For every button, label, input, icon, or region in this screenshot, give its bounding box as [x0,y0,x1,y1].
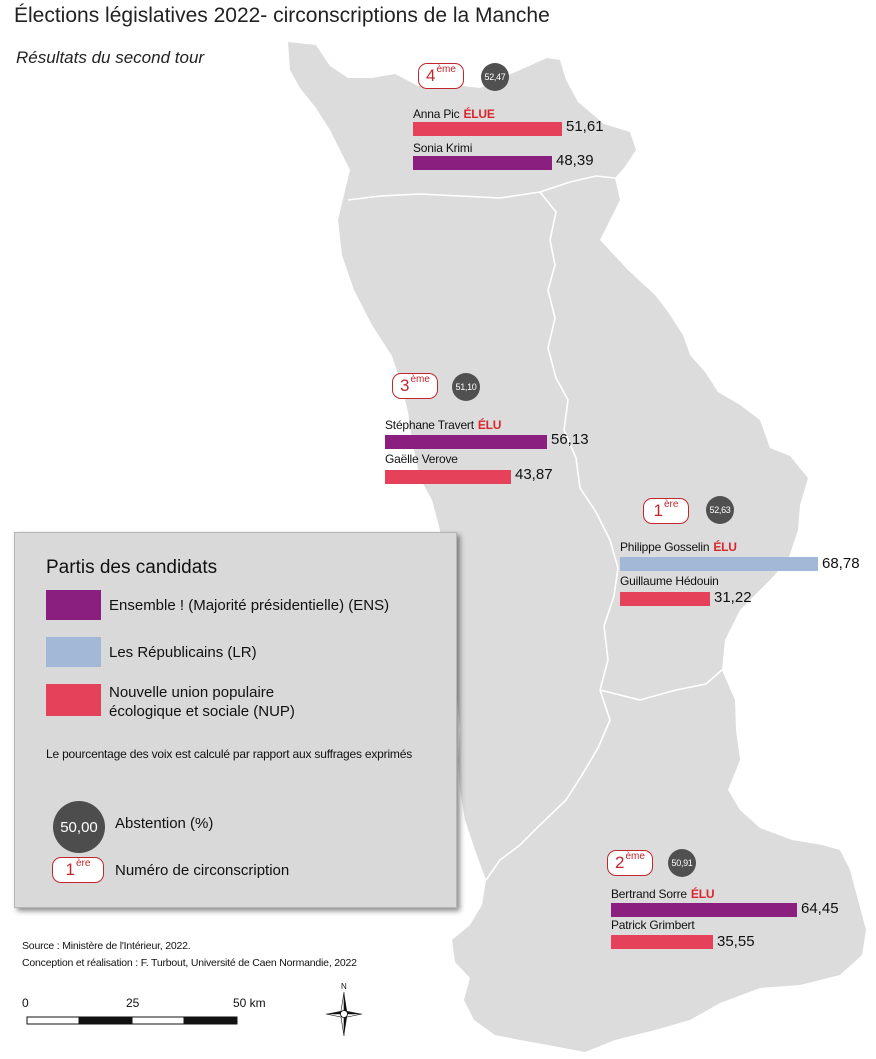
legend-circ-sample: 1 ère [52,857,104,883]
legend: Partis des candidats Ensemble ! (Majorit… [14,532,457,908]
candidate-name-text: Anna Pic [413,107,460,121]
scale-label-50: 50 km [233,996,266,1010]
circonscription-badge: 4 ème [418,63,464,89]
elected-label: ÉLUE [463,107,495,121]
page-subtitle: Résultats du second tour [16,48,205,67]
candidate-name: Bertrand Sorre ÉLU [611,887,715,901]
candidate-name-text: Stéphane Travert [385,418,474,432]
result-bar [385,435,547,449]
legend-label-ens: Ensemble ! (Majorité présidentielle) (EN… [109,597,390,614]
elected-label: ÉLU [477,418,502,432]
credit-line: Conception et réalisation : F. Turbout, … [22,957,357,969]
source-line: Source : Ministère de l'Intérieur, 2022. [22,940,191,952]
elected-label: ÉLU [713,540,737,554]
circonscription-badge: 1 ère [643,498,689,524]
result-percentage: 64,45 [801,900,839,917]
candidate-name-text: Bertrand Sorre [611,887,687,901]
compass-rose-icon [325,991,363,1037]
north-label: N [341,982,347,991]
legend-label-lr: Les Républicains (LR) [109,644,257,661]
legend-circ-suffix: ère [76,857,91,869]
candidate-name: Anna Pic ÉLUE [413,107,495,121]
legend-circ-label: Numéro de circonscription [115,862,290,879]
candidate-name: Guillaume Hédouin [620,574,719,588]
circonscription-boundaries [347,175,723,881]
candidate-name: Gaëlle Verove [385,452,458,466]
result-percentage: 56,13 [551,431,589,448]
circonscription-number: 1 [653,501,663,520]
scale-label-0: 0 [22,996,29,1010]
candidate-name-text: Gaëlle Verove [385,452,458,466]
result-percentage: 35,55 [717,933,755,950]
legend-swatch-lr [46,637,101,667]
candidate-name-text: Philippe Gosselin [620,540,710,554]
result-bar [620,557,818,571]
result-percentage: 43,87 [515,466,553,483]
credits: Source : Ministère de l'Intérieur, 2022.… [22,938,357,972]
abstention-circle: 50,91 [668,849,696,877]
circonscription-suffix: ère [664,498,679,510]
candidate-name-text: Patrick Grimbert [611,918,695,932]
candidate-name-text: Sonia Krimi [413,141,473,155]
result-bar [385,470,511,484]
result-percentage: 48,39 [556,152,594,169]
department-shape [288,42,866,1052]
legend-swatch-ens [46,590,101,620]
elected-label: ÉLU [690,887,715,901]
circonscription-number: 3 [400,376,410,395]
candidate-name: Sonia Krimi [413,141,472,155]
candidate-name: Patrick Grimbert [611,918,695,932]
circonscription-suffix: ème [625,850,645,862]
scale-label-25: 25 [126,996,140,1010]
result-bar [611,903,797,917]
result-bar [611,935,713,949]
legend-note: Le pourcentage des voix est calculé par … [46,747,412,761]
circonscription-number: 4 [426,66,436,85]
abstention-circle: 52,63 [706,496,734,524]
legend-label-nup: Nouvelle union populaire écologique et s… [109,684,295,720]
circonscription-suffix: ème [410,373,430,385]
legend-abstention-sample: 50,00 [53,801,105,853]
result-bar [413,122,562,136]
result-percentage: 31,22 [714,589,752,606]
scale-bar [26,1016,238,1025]
legend-title: Partis des candidats [46,557,218,578]
candidate-name-text: Guillaume Hédouin [620,574,719,588]
legend-abstention-label: Abstention (%) [115,815,214,832]
candidate-name: Stéphane Travert ÉLU [385,418,501,432]
abstention-circle: 51,10 [452,373,480,401]
circonscription-number: 2 [615,853,625,872]
result-bar [413,156,552,170]
circonscription-badge: 2 ème [607,850,653,876]
result-bar [620,592,710,606]
circonscription-badge: 3 ème [392,373,438,399]
result-percentage: 68,78 [822,555,860,572]
circonscription-suffix: ème [436,63,456,75]
page-title: Élections législatives 2022- circonscrip… [14,4,550,27]
result-percentage: 51,61 [566,118,604,135]
candidate-name: Philippe Gosselin ÉLU [620,540,737,554]
legend-swatch-nup [46,684,101,716]
abstention-circle: 52,47 [481,63,509,91]
legend-circ-number: 1 [65,860,75,879]
